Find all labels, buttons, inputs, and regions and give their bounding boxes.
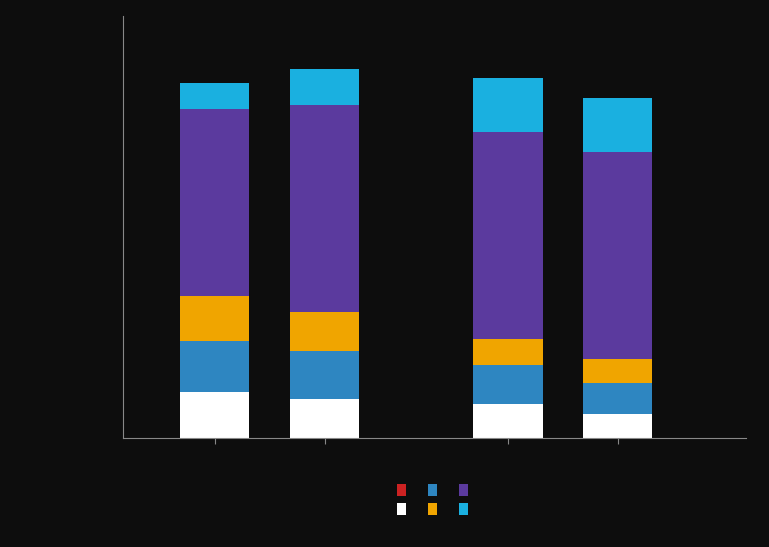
Bar [473,404,543,438]
Bar [583,98,652,153]
Bar [583,414,652,438]
Bar [180,341,249,392]
Legend: , , , , , : , , , , , [391,478,478,523]
Bar [583,383,652,414]
Bar [473,78,543,132]
Bar [583,359,652,383]
Bar [583,153,652,359]
Bar [180,392,249,438]
Bar [290,312,359,351]
Bar [473,132,543,339]
Bar [180,295,249,341]
Bar [180,109,249,295]
Bar [290,351,359,399]
Bar [290,106,359,312]
Bar [180,83,249,109]
Bar [290,69,359,106]
Bar [473,339,543,365]
Bar [473,365,543,404]
Bar [290,399,359,438]
